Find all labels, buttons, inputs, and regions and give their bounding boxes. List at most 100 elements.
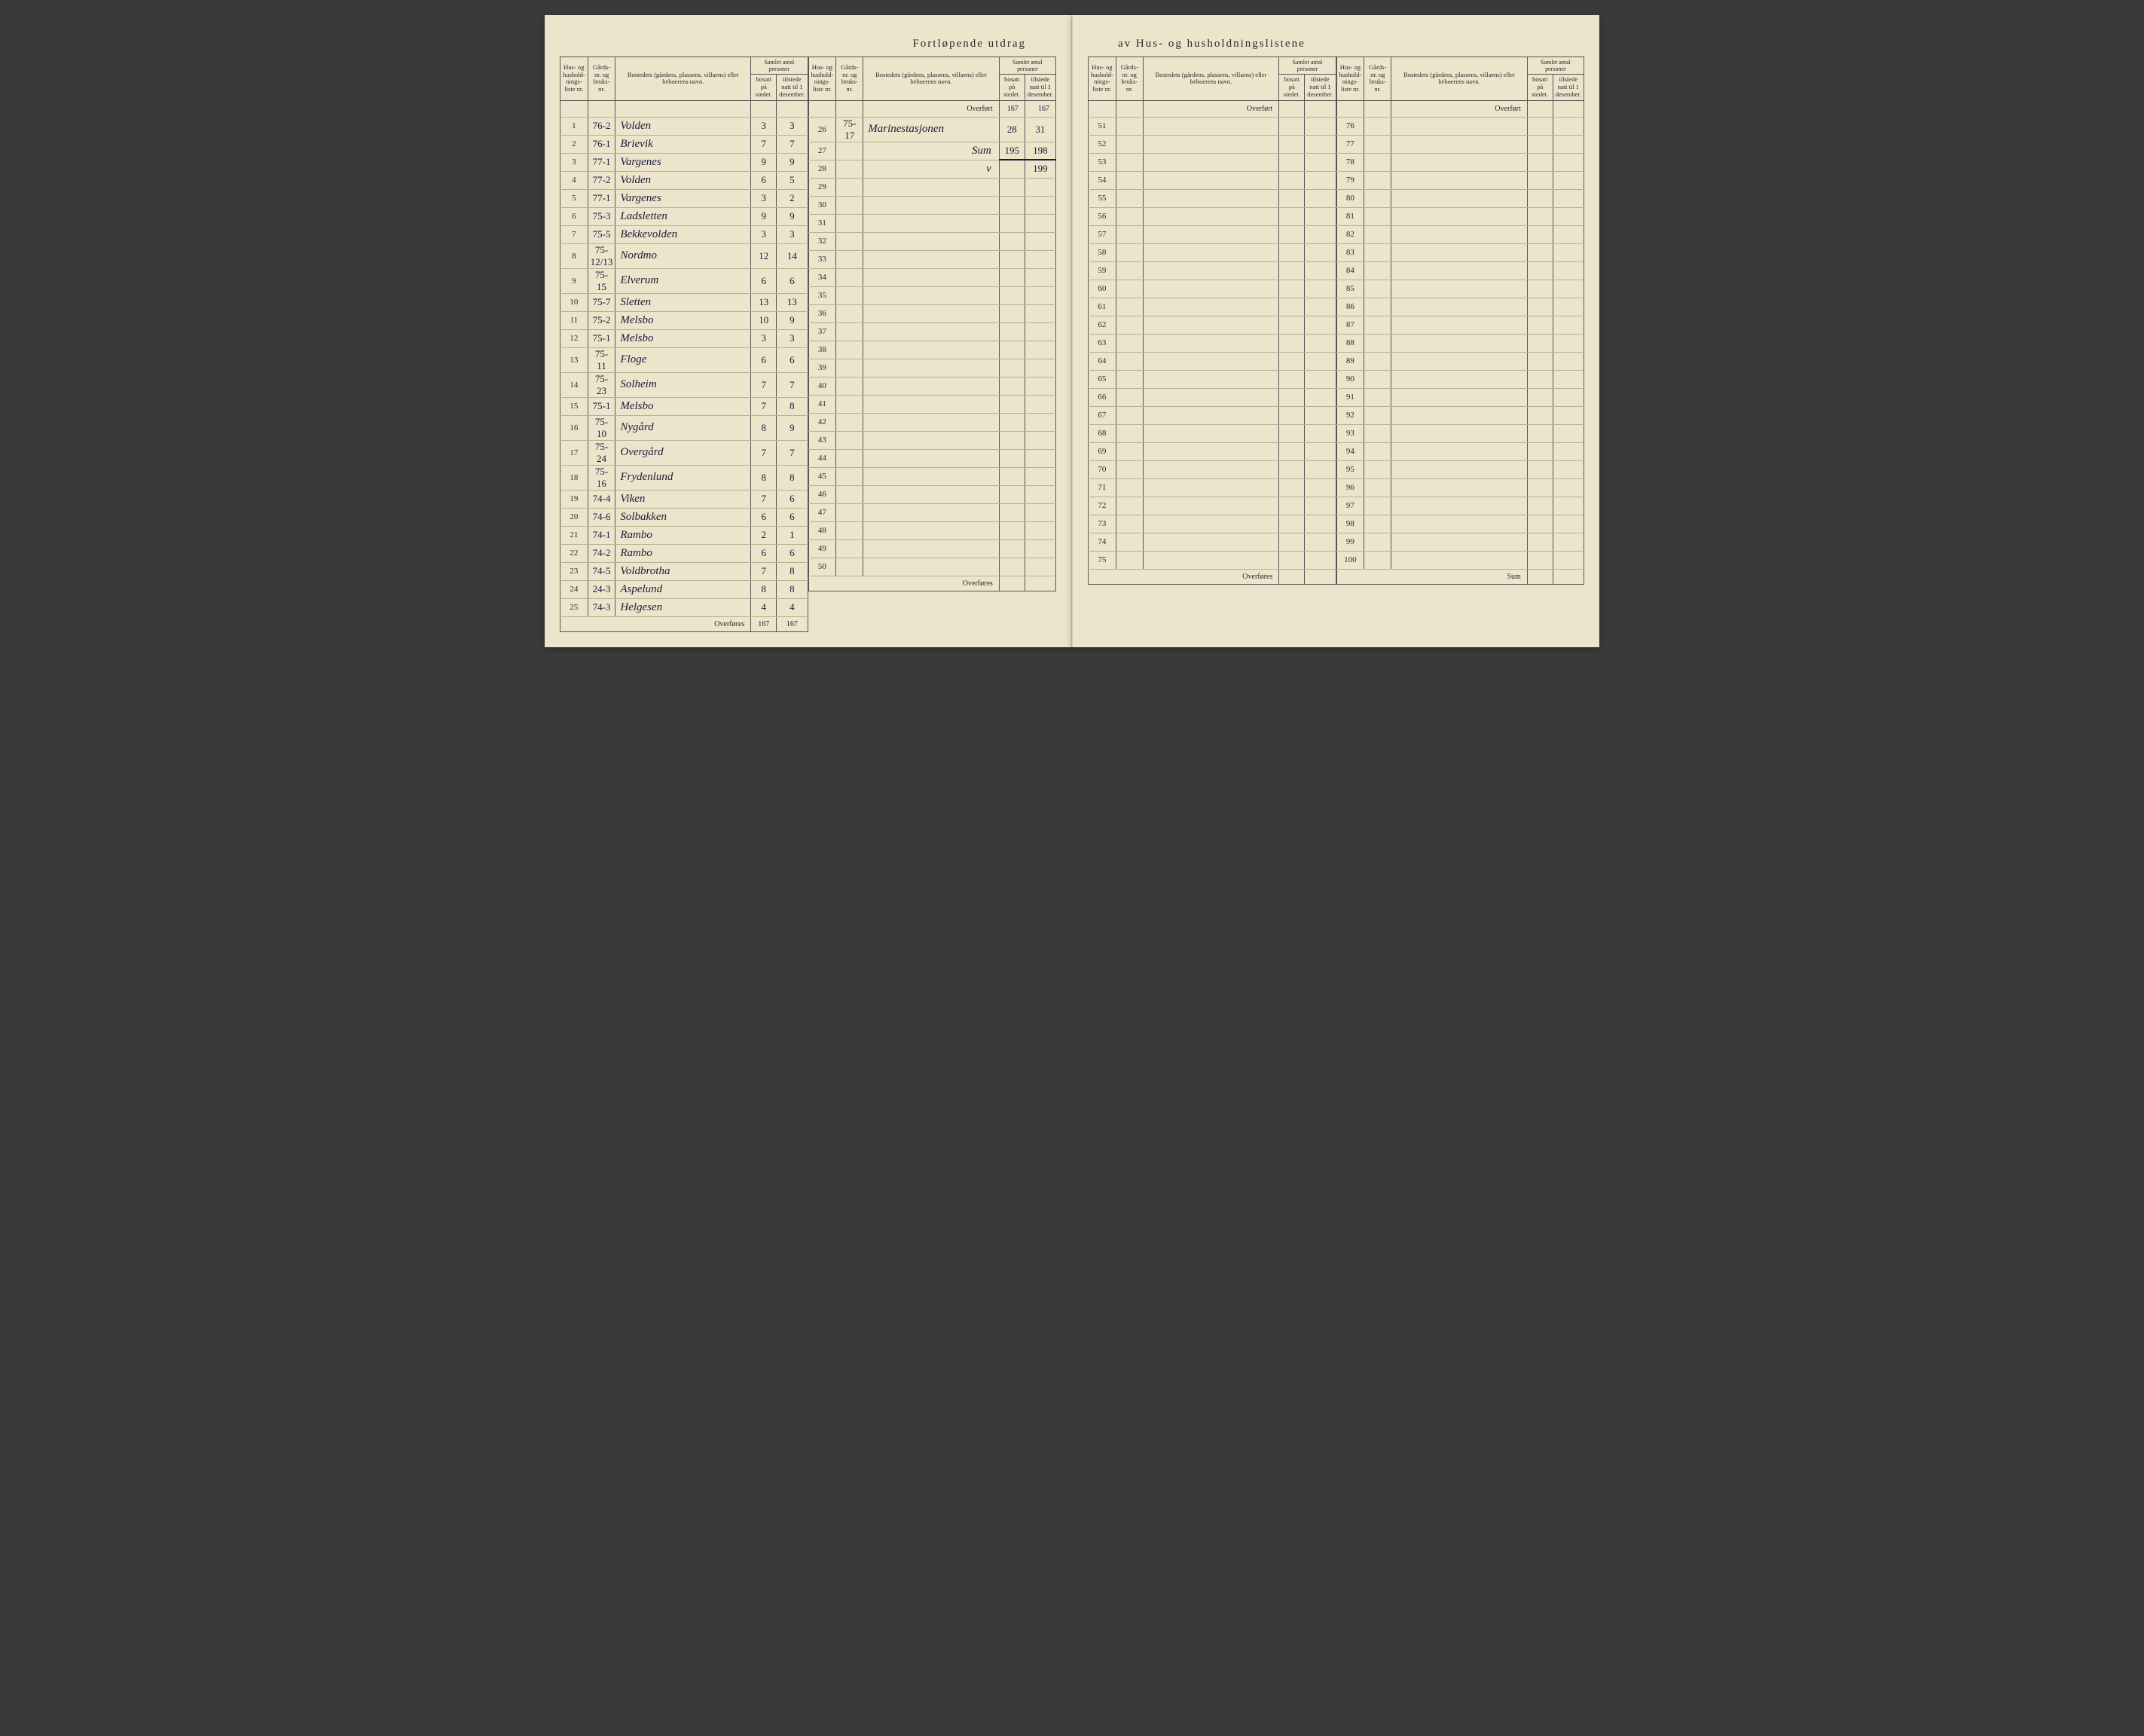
row-num: 92 (1336, 406, 1364, 424)
row-num: 24 (560, 580, 588, 598)
right-page: av Hus- og husholdningslistene Hus- og h… (1072, 15, 1599, 647)
table-header: Hus- og hushold-nings-liste nr. Gårds-nr… (1336, 57, 1584, 101)
row-num: 96 (1336, 478, 1364, 497)
row-num: 57 (1089, 225, 1116, 243)
row-num: 35 (808, 286, 836, 304)
table-row: 70 (1089, 460, 1336, 478)
table-row: 60 (1089, 280, 1336, 298)
bosatt-val: 6 (751, 347, 777, 372)
row-num: 65 (1089, 370, 1116, 388)
row-num: 38 (808, 341, 836, 359)
row-num: 22 (560, 544, 588, 562)
table-row: 176-2Volden33 (560, 117, 808, 135)
table-row: 1275-1Melsbo33 (560, 329, 808, 347)
bosted-name: Aspelund (615, 580, 751, 598)
table-row: 98 (1336, 515, 1584, 533)
row-num: 13 (560, 347, 588, 372)
table-row: 57 (1089, 225, 1336, 243)
bosatt-val: 7 (751, 397, 777, 415)
left-page: Fortløpende utdrag Hus- og hushold-nings… (545, 15, 1072, 647)
table-row: 577-1Vargenes32 (560, 189, 808, 207)
gard-nr: 74-3 (588, 598, 615, 616)
row-num: 83 (1336, 243, 1364, 261)
gard-nr: 77-1 (588, 189, 615, 207)
bosted-name: Vargenes (615, 189, 751, 207)
bosatt-val: 12 (751, 243, 777, 268)
tilstede-val: 6 (777, 490, 808, 508)
tilstede-val: 9 (777, 311, 808, 329)
row-num: 80 (1336, 189, 1364, 207)
row-num: 21 (560, 526, 588, 544)
bosted-name: Volden (615, 171, 751, 189)
bosatt-val: 6 (751, 508, 777, 526)
check-tilstede: 199 (1025, 160, 1055, 178)
bosatt-val: 7 (751, 562, 777, 580)
col-samlet: Samlet antal personer (1279, 57, 1336, 75)
row-num: 39 (808, 359, 836, 377)
row-num: 37 (808, 322, 836, 341)
table-row: 85 (1336, 280, 1584, 298)
table-row: 55 (1089, 189, 1336, 207)
overfort-row: Overført (1089, 100, 1336, 117)
table-row: 91 (1336, 388, 1584, 406)
bosted-name: Solheim (615, 372, 751, 397)
row-num: 40 (808, 377, 836, 395)
table-row: 47 (808, 503, 1056, 521)
bosatt-val: 3 (751, 225, 777, 243)
table-row: 79 (1336, 171, 1584, 189)
overfores-row: Overføres (1089, 569, 1336, 584)
tilstede-val: 9 (777, 207, 808, 225)
row-num: 5 (560, 189, 588, 207)
gard-nr: 75-7 (588, 293, 615, 311)
table-row: 31 (808, 214, 1056, 232)
row-num: 95 (1336, 460, 1364, 478)
col-liste: Hus- og hushold-nings-liste nr. (1336, 57, 1364, 101)
sum-row: Sum (1336, 569, 1584, 584)
panel-3: Hus- og hushold-nings-liste nr. Gårds-nr… (1088, 57, 1336, 585)
gard-nr: 76-1 (588, 135, 615, 153)
bosted-name: Melsbo (615, 329, 751, 347)
gard-nr: 75-1 (588, 329, 615, 347)
col-gard: Gårds-nr. og bruks-nr. (836, 57, 863, 101)
bosatt-val: 3 (751, 329, 777, 347)
table-row: 2574-3Helgesen44 (560, 598, 808, 616)
table-row: 40 (808, 377, 1056, 395)
table-row: 41 (808, 395, 1056, 413)
bosted-name: Rambo (615, 526, 751, 544)
table-row: 45 (808, 467, 1056, 485)
table-row: 32 (808, 232, 1056, 250)
row-num: 17 (560, 440, 588, 465)
col-gard: Gårds-nr. og bruks-nr. (1116, 57, 1143, 101)
row-num: 75 (1089, 551, 1116, 569)
table-row: 1375-11Floge66 (560, 347, 808, 372)
table-row: 53 (1089, 153, 1336, 171)
row-num: 85 (1336, 280, 1364, 298)
row-num: 8 (560, 243, 588, 268)
col-liste: Hus- og hushold-nings-liste nr. (560, 57, 588, 101)
row-num: 91 (1336, 388, 1364, 406)
row-num: 71 (1089, 478, 1116, 497)
overfort-label: Overført (863, 100, 1000, 117)
col-bosted: Bostedets (gårdens, plassens, villaens) … (863, 57, 1000, 101)
table-row: 63 (1089, 334, 1336, 352)
table-row: 377-1Vargenes99 (560, 153, 808, 171)
table-row: 90 (1336, 370, 1584, 388)
gard-nr: 75-2 (588, 311, 615, 329)
tilstede-val: 2 (777, 189, 808, 207)
row-num: 31 (808, 214, 836, 232)
table-row: 1475-23Solheim77 (560, 372, 808, 397)
table-row: 94 (1336, 442, 1584, 460)
row-num: 98 (1336, 515, 1364, 533)
bosatt-val: 7 (751, 490, 777, 508)
bosted-name: Overgård (615, 440, 751, 465)
row-num: 89 (1336, 352, 1364, 370)
row-num: 66 (1089, 388, 1116, 406)
row-num: 14 (560, 372, 588, 397)
table-row: 99 (1336, 533, 1584, 551)
table-row: 1875-16Frydenlund88 (560, 465, 808, 490)
bosatt-val: 6 (751, 268, 777, 293)
row-num: 69 (1089, 442, 1116, 460)
table-row: 2675-17Marinestasjonen2831 (808, 117, 1056, 142)
bosatt-val: 7 (751, 135, 777, 153)
table-header: Hus- og hushold-nings-liste nr. Gårds-nr… (560, 57, 808, 101)
